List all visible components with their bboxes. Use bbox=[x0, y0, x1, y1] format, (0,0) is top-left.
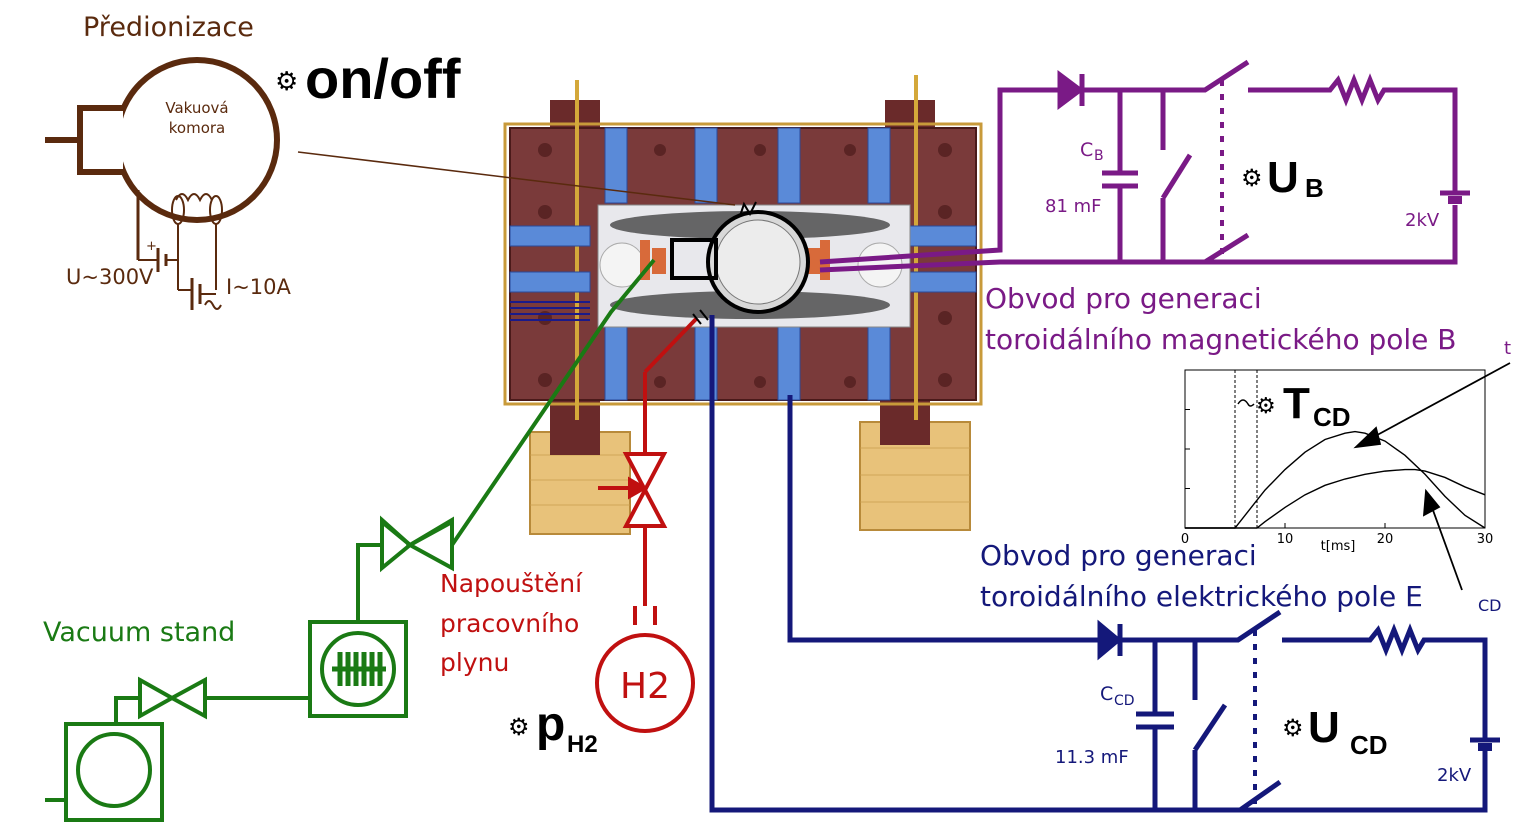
vacuum-line bbox=[45, 258, 656, 822]
ecd-source-voltage: 2kV bbox=[1437, 765, 1472, 786]
ucd-label: U bbox=[1308, 703, 1340, 752]
cb-label: C bbox=[1080, 139, 1093, 161]
gas-inlet-line bbox=[595, 316, 699, 733]
tcd-label: T bbox=[1283, 379, 1310, 428]
cb-value: 81 mF bbox=[1045, 196, 1102, 217]
ub-sub: B bbox=[1305, 173, 1324, 203]
preionization-current: I~10A bbox=[226, 275, 292, 299]
tcd-sub: CD bbox=[1313, 402, 1351, 432]
ub-label: U bbox=[1267, 153, 1299, 202]
preionization-section bbox=[45, 57, 736, 310]
chamber-label-line1: Vakuová bbox=[165, 99, 228, 117]
vacuum-stand-label: Vacuum stand bbox=[43, 617, 235, 648]
bt-circuit-wiring bbox=[819, 59, 1470, 273]
ecd-caption-line1: Obvod pro generaci bbox=[980, 539, 1257, 572]
gas-label-line2: pracovního bbox=[440, 609, 579, 638]
ccd-sub: CD bbox=[1114, 693, 1135, 709]
gas-label-line1: Napouštění bbox=[440, 569, 583, 598]
gear-icon[interactable]: ⚙ bbox=[1282, 714, 1304, 742]
turbo-pump-symbol bbox=[308, 620, 408, 718]
ecd-caption-line2: toroidálního elektrického pole E bbox=[980, 580, 1423, 613]
bt-caption-line1: Obvod pro generaci bbox=[985, 282, 1262, 315]
gear-icon[interactable]: ⚙ bbox=[1241, 164, 1263, 192]
bt-caption-line2: toroidálního magnetického pole B bbox=[985, 323, 1457, 356]
chart-xlabel: t[ms] bbox=[1321, 539, 1356, 554]
bt-pointer-arrow bbox=[1367, 362, 1511, 441]
preionization-leader-line bbox=[297, 151, 736, 206]
chamber-label-line2: komora bbox=[169, 119, 225, 137]
preionization-voltage: U~300V bbox=[66, 265, 154, 289]
ecd-pointer-arrow bbox=[1429, 501, 1463, 591]
gear-icon[interactable]: ⚙ bbox=[1256, 394, 1276, 419]
bt-source-voltage: 2kV bbox=[1405, 210, 1440, 231]
gear-icon[interactable]: ⚙ bbox=[508, 713, 530, 741]
polarity-plus: + bbox=[146, 239, 157, 254]
chart-xtick-label-2: 20 bbox=[1377, 532, 1394, 547]
tokamak-illustration bbox=[503, 75, 983, 535]
gas-label-line3: plynu bbox=[440, 648, 509, 677]
chart-series-line-1 bbox=[1185, 468, 1486, 529]
cb-sub: B bbox=[1094, 148, 1104, 164]
delay-bracket bbox=[1237, 399, 1255, 407]
ucd-sub: CD bbox=[1350, 730, 1388, 760]
ccd-label: C bbox=[1100, 683, 1113, 705]
ccd-value: 11.3 mF bbox=[1055, 747, 1129, 768]
h2-tank-label: H2 bbox=[620, 666, 670, 707]
rotary-pump-symbol bbox=[64, 722, 164, 822]
preionization-title: Předionizace bbox=[83, 12, 254, 43]
chart-series-line-0 bbox=[1185, 430, 1486, 529]
gear-icon[interactable]: ⚙ bbox=[275, 67, 298, 97]
onoff-label: on/off bbox=[305, 47, 461, 110]
chart-frame bbox=[1184, 369, 1486, 529]
chart-xtick-label-1: 10 bbox=[1277, 532, 1294, 547]
chart-xtick-label-3: 30 bbox=[1477, 532, 1494, 547]
bt-caption-sub: t bbox=[1504, 338, 1511, 359]
ph2-sub: H2 bbox=[567, 731, 598, 758]
chart-xtick-label-0: 0 bbox=[1181, 532, 1189, 547]
h2-tank-symbol bbox=[595, 633, 695, 733]
ph2-label: p bbox=[536, 698, 565, 751]
ecd-caption-sub: CD bbox=[1478, 596, 1502, 615]
ecd-circuit-wiring bbox=[709, 315, 1500, 813]
